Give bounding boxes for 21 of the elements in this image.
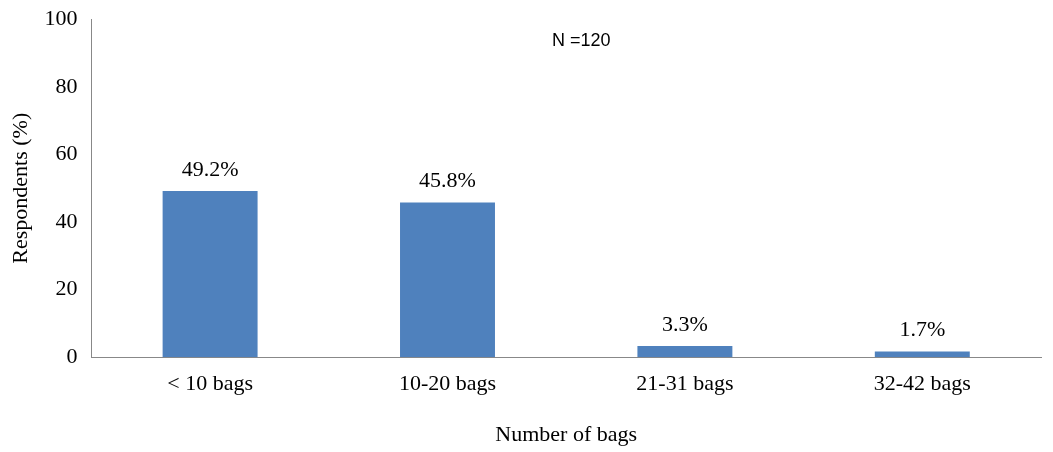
y-tick-label: 0 — [66, 342, 78, 368]
data-label: 49.2% — [181, 155, 239, 181]
y-tick-label: 40 — [55, 207, 78, 233]
data-label: 3.3% — [661, 310, 708, 336]
bar — [162, 190, 258, 358]
y-tick-label: 20 — [55, 275, 78, 301]
annotation: N =120 — [551, 30, 611, 51]
x-axis-title: Number of bags — [495, 420, 638, 446]
x-tick-label: 10-20 bags — [398, 370, 497, 396]
y-tick-label: 100 — [44, 4, 78, 30]
y-tick-label: 80 — [55, 72, 78, 98]
bar — [637, 346, 733, 358]
bar — [400, 202, 495, 358]
y-axis-title: Respondents (%) — [6, 112, 32, 264]
x-tick-label: < 10 bags — [167, 370, 253, 396]
x-tick-label: 32-42 bags — [873, 370, 971, 396]
y-tick-label: 60 — [55, 140, 78, 166]
data-label: 45.8% — [419, 167, 476, 193]
data-label: 1.7% — [899, 316, 946, 342]
bar — [874, 351, 970, 358]
x-tick-label: 21-31 bags — [636, 370, 734, 396]
